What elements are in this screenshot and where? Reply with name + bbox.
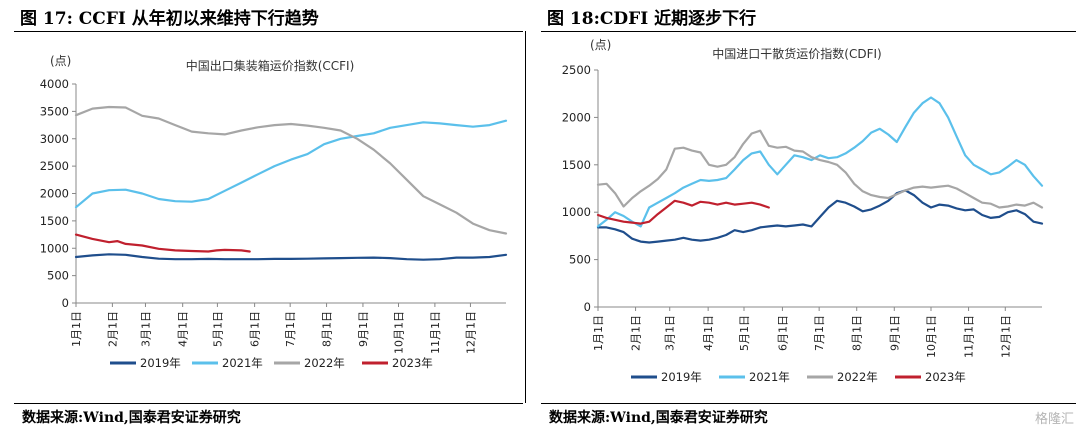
series-line-2023年 <box>74 233 251 253</box>
x-tick-label: 8月1日 <box>321 311 334 347</box>
chart-title: 中国进口干散货运价指数(CDFI) <box>712 46 881 61</box>
legend-label: 2019年 <box>661 370 702 384</box>
y-tick-label: 1000 <box>40 241 69 255</box>
legend-label: 2019年 <box>140 356 181 370</box>
series-line-2021年 <box>596 96 1044 228</box>
series-line-2022年 <box>74 105 508 235</box>
y-tick-label: 3000 <box>40 132 69 146</box>
y-tick-label: 4000 <box>40 77 69 91</box>
legend-label: 2022年 <box>837 370 878 384</box>
x-tick-label: 3月1日 <box>664 315 677 351</box>
cdfi-panel: 图 18:CDFI 近期逐步下行 中国进口干散货运价指数(CDFI) (点) 0 50… <box>527 0 1080 429</box>
y-tick-label: 0 <box>62 296 69 310</box>
bottom-rule <box>541 403 1076 404</box>
legend-label: 2021年 <box>749 370 790 384</box>
y-tick-label: 2000 <box>40 187 69 201</box>
figure-title: 图 17: CCFI 从年初以来维持下行趋势 <box>20 9 319 29</box>
y-tick-label: 2500 <box>40 159 69 173</box>
y-axis-unit: (点) <box>50 54 71 68</box>
top-rule <box>14 31 523 32</box>
cdfi-line-chart: 中国进口干散货运价指数(CDFI) (点) 0 500 1000 1500 2000 2500… <box>562 38 1044 384</box>
y-tick-label: 1000 <box>562 205 591 219</box>
x-tick-label: 2月1日 <box>106 311 119 347</box>
series-line-2019年 <box>596 189 1044 244</box>
x-tick-label: 5月1日 <box>738 315 751 351</box>
x-tick-label: 10月1日 <box>393 311 406 354</box>
series-line-2023年 <box>596 199 770 225</box>
series-line-2021年 <box>74 119 508 209</box>
legend-label: 2023年 <box>925 370 966 384</box>
x-tick-label: 9月1日 <box>888 315 901 351</box>
x-tick-label: 1月1日 <box>592 315 605 351</box>
bottom-rule <box>14 403 523 404</box>
x-tick-label: 10月1日 <box>925 315 938 358</box>
legend-label: 2021年 <box>222 356 263 370</box>
source-note: 数据来源:Wind,国泰君安证券研究 <box>22 410 241 426</box>
y-tick-label: 2000 <box>562 110 591 124</box>
series-line-2019年 <box>74 253 508 261</box>
x-tick-label: 7月1日 <box>813 315 826 351</box>
x-tick-label: 1月1日 <box>70 311 83 347</box>
x-tick-label: 7月1日 <box>284 311 297 347</box>
y-tick-label: 2500 <box>562 63 591 77</box>
x-tick-label: 4月1日 <box>177 311 190 347</box>
x-tick-label: 8月1日 <box>851 315 864 351</box>
y-tick-label: 1500 <box>40 214 69 228</box>
source-note: 数据来源:Wind,国泰君安证券研究 <box>549 410 768 426</box>
x-tick-label: 6月1日 <box>776 315 789 351</box>
x-tick-label: 12月1日 <box>999 315 1012 358</box>
y-axis-unit: (点) <box>590 38 611 52</box>
x-tick-label: 9月1日 <box>357 311 370 347</box>
x-tick-label: 2月1日 <box>630 315 643 351</box>
x-tick-label: 5月1日 <box>211 311 224 347</box>
y-tick-label: 500 <box>569 253 591 267</box>
legend-label: 2022年 <box>304 356 345 370</box>
panel-divider <box>525 31 526 403</box>
ccfi-panel: 图 17: CCFI 从年初以来维持下行趋势 中国出口集装箱运价指数(CCFI)… <box>0 0 527 429</box>
ccfi-line-chart: 中国出口集装箱运价指数(CCFI) (点) 0 500 1000 1500 2000 2500… <box>40 54 508 370</box>
chart-title: 中国出口集装箱运价指数(CCFI) <box>186 58 355 73</box>
series-line-2022年 <box>596 129 1044 209</box>
legend-label: 2023年 <box>392 356 433 370</box>
figure-title: 图 18:CDFI 近期逐步下行 <box>547 9 757 29</box>
y-tick-label: 3500 <box>40 104 69 118</box>
y-tick-label: 500 <box>47 269 69 283</box>
x-tick-label: 12月1日 <box>464 311 477 354</box>
x-tick-label: 6月1日 <box>249 311 262 347</box>
y-tick-label: 1500 <box>562 158 591 172</box>
top-rule <box>541 31 1076 32</box>
x-tick-label: 4月1日 <box>702 315 715 351</box>
x-tick-label: 11月1日 <box>963 315 976 358</box>
watermark-logo: 格隆汇 <box>1034 412 1074 427</box>
x-tick-label: 11月1日 <box>429 311 442 354</box>
x-tick-label: 3月1日 <box>139 311 152 347</box>
y-tick-label: 0 <box>584 300 591 314</box>
